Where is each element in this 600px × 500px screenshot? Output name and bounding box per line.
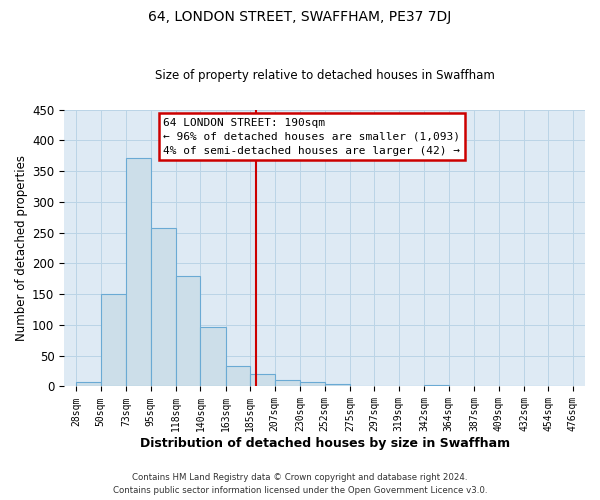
Bar bbox=[126, 158, 151, 386]
Bar bbox=[226, 366, 250, 386]
Y-axis label: Number of detached properties: Number of detached properties bbox=[15, 155, 28, 341]
Title: Size of property relative to detached houses in Swaffham: Size of property relative to detached ho… bbox=[155, 69, 494, 82]
X-axis label: Distribution of detached houses by size in Swaffham: Distribution of detached houses by size … bbox=[140, 437, 509, 450]
Bar bbox=[200, 327, 226, 386]
Bar bbox=[76, 382, 101, 386]
Bar bbox=[151, 228, 176, 386]
Bar bbox=[250, 374, 275, 386]
Text: Contains HM Land Registry data © Crown copyright and database right 2024.
Contai: Contains HM Land Registry data © Crown c… bbox=[113, 474, 487, 495]
Bar bbox=[325, 384, 350, 386]
Text: 64 LONDON STREET: 190sqm
← 96% of detached houses are smaller (1,093)
4% of semi: 64 LONDON STREET: 190sqm ← 96% of detach… bbox=[163, 118, 460, 156]
Bar bbox=[424, 385, 449, 386]
Bar bbox=[300, 382, 325, 386]
Text: 64, LONDON STREET, SWAFFHAM, PE37 7DJ: 64, LONDON STREET, SWAFFHAM, PE37 7DJ bbox=[148, 10, 452, 24]
Bar bbox=[101, 294, 126, 386]
Bar bbox=[176, 276, 200, 386]
Bar bbox=[275, 380, 300, 386]
